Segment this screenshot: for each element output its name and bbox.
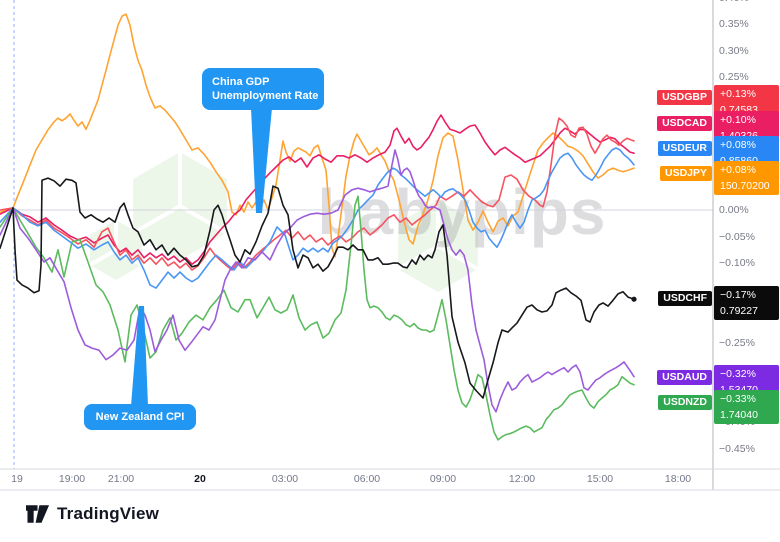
last-price-value: 0.79227: [720, 305, 758, 317]
price-axis-tick-label: 0.35%: [719, 18, 749, 31]
price-label-usdchf[interactable]: −0.17% 0.79227: [714, 286, 779, 320]
symbol-tag-usdchf[interactable]: USDCHF: [658, 290, 712, 306]
series-usdgbp-line[interactable]: [0, 117, 635, 271]
tradingview-logo[interactable]: TradingView: [26, 503, 159, 525]
symbol-tag-usdcad[interactable]: USDCAD: [657, 115, 712, 131]
change-percent-value: −0.17%: [720, 289, 756, 301]
series-usdchf-last-value-dot: [631, 296, 637, 302]
symbol-tag-usdjpy[interactable]: USDJPY: [659, 165, 712, 181]
change-percent-value: +0.08%: [720, 139, 756, 151]
china-gdp-callout-stem: [251, 108, 272, 213]
time-axis-tick-label: 20: [194, 473, 206, 485]
event-callout-china-gdp[interactable]: China GDP Unemployment Rate: [202, 68, 324, 110]
event-callout-nz-cpi[interactable]: New Zealand CPI: [84, 404, 196, 430]
time-axis-tick-label: 19: [11, 473, 23, 485]
last-price-value: 150.70200: [720, 180, 770, 192]
callout-line: Unemployment Rate: [212, 90, 319, 102]
series-usdaud-line[interactable]: [0, 149, 635, 413]
symbol-tag-usdnzd[interactable]: USDNZD: [658, 394, 712, 410]
time-axis-tick-label: 12:00: [508, 473, 536, 485]
last-price-value: 1.74040: [720, 409, 758, 421]
symbol-tag-usdeur[interactable]: USDEUR: [657, 140, 712, 156]
change-percent-value: −0.32%: [720, 368, 756, 380]
series-usdcad-line[interactable]: [0, 114, 635, 266]
series-usdeur-line[interactable]: [0, 147, 635, 289]
change-percent-value: +0.13%: [720, 88, 756, 100]
callout-line: China GDP: [212, 76, 270, 88]
price-axis-tick-label: 0.00%: [719, 204, 749, 216]
price-axis-tick-label: −0.25%: [719, 336, 755, 349]
price-axis-tick-label: 0.40%: [719, 0, 777, 5]
price-label-usdnzd[interactable]: −0.33% 1.74040: [714, 390, 779, 424]
change-percent-value: +0.10%: [720, 114, 756, 126]
symbol-tag-usdaud[interactable]: USDAUD: [657, 369, 712, 385]
symbol-tag-usdgbp[interactable]: USDGBP: [657, 89, 712, 105]
price-label-usdjpy[interactable]: +0.08% 150.70200: [714, 161, 779, 195]
price-axis-tick-label: −0.45%: [719, 442, 755, 455]
price-axis-tick-label: 0.30%: [719, 44, 749, 57]
series-usdnzd-line[interactable]: [0, 195, 635, 441]
price-axis-tick-label: 0.25%: [719, 71, 749, 84]
series-usdchf-line[interactable]: [0, 177, 635, 399]
price-axis-tick-label: −0.05%: [719, 230, 755, 243]
time-axis-tick-label: 18:00: [664, 473, 692, 485]
tradingview-logo-text: TradingView: [57, 504, 160, 523]
callout-line: New Zealand CPI: [95, 411, 185, 423]
time-axis-tick-label: 03:00: [271, 473, 299, 485]
time-axis-tick-label: 15:00: [586, 473, 614, 485]
time-axis-tick-label: 06:00: [353, 473, 381, 485]
time-axis-tick-label: 21:00: [107, 473, 135, 485]
nz-cpi-callout-stem: [131, 306, 148, 406]
series-usdjpy-line[interactable]: [0, 13, 635, 258]
babypips-watermark-text: babypips: [318, 176, 607, 248]
hexagon-inner-line: [89, 248, 117, 267]
price-axis-tick-label: −0.10%: [719, 257, 755, 270]
tradingview-logo-icon: [26, 505, 50, 523]
time-axis-tick-label: 19:00: [58, 473, 86, 485]
time-axis-tick-label: 09:00: [429, 473, 457, 485]
change-percent-value: −0.33%: [720, 393, 756, 405]
change-percent-value: +0.08%: [720, 164, 756, 176]
hexagon-inner-line: [436, 244, 479, 271]
